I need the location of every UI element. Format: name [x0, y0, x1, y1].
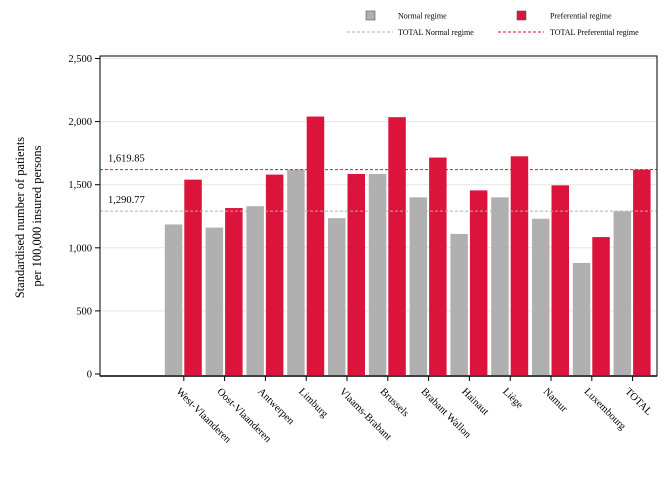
bar-normal-regime — [572, 262, 591, 375]
legend-label-preferential: Preferential regime — [550, 12, 612, 21]
bar-preferential-regime — [429, 157, 447, 375]
x-tick-label: TOTAL — [622, 386, 653, 417]
legend-swatch-normal — [365, 10, 376, 21]
legend: Normal regime Preferential regime TOTAL … — [347, 10, 639, 37]
bar-normal-regime — [532, 218, 550, 375]
x-tick-label: Antwerpen — [255, 386, 296, 427]
y-tick-label: 2,500 — [68, 54, 92, 65]
y-axis-title-line-2: per 100,000 insured persons — [30, 145, 44, 286]
bar-preferential-regime — [551, 185, 569, 375]
bar-normal-regime — [328, 218, 346, 375]
bar-preferential-regime — [633, 169, 651, 375]
x-tick-label: Limburg — [296, 386, 330, 420]
bar-preferential-regime — [306, 116, 325, 375]
bar-normal-regime — [450, 233, 468, 375]
legend-label-normal: Normal regime — [398, 12, 447, 21]
bar-preferential-regime — [184, 179, 202, 375]
bar-preferential-regime — [347, 173, 365, 375]
bar-preferential-regime — [469, 190, 488, 375]
bar-normal-regime — [409, 197, 428, 375]
y-tick-label: 2,000 — [68, 117, 92, 128]
bar-normal-regime — [368, 173, 387, 375]
bar-preferential-regime — [388, 117, 406, 376]
x-tick-label: Luxembourg — [582, 386, 629, 433]
y-tick-label: 1,500 — [68, 180, 92, 191]
bar-preferential-regime — [510, 156, 529, 375]
bar-normal-regime — [491, 197, 509, 375]
x-tick-label: Liège — [500, 386, 525, 411]
bar-preferential-regime — [265, 174, 284, 375]
legend-label-total-normal: TOTAL Normal regime — [398, 28, 474, 37]
bar-preferential-regime — [592, 237, 610, 375]
y-tick-label: 500 — [76, 306, 92, 317]
bar-normal-regime — [246, 206, 264, 375]
x-tick-label: Namur — [541, 386, 570, 415]
legend-label-total-preferential: TOTAL Preferential regime — [550, 28, 639, 37]
y-axis-title-line-1: Standardised number of patients — [13, 137, 27, 299]
bar-normal-regime — [205, 227, 224, 375]
bar-normal-regime — [287, 169, 305, 375]
bars — [164, 116, 651, 376]
y-axis: 0 500 1,000 1,500 2,000 2,500 — [68, 54, 100, 381]
x-tick-label: Brussels — [378, 386, 411, 419]
y-tick-label: 1,000 — [68, 243, 92, 254]
bar-normal-regime — [613, 211, 632, 375]
reference-line-label: 1,619.85 — [108, 154, 145, 165]
bar-normal-regime — [164, 224, 183, 375]
y-axis-title: Standardised number of patients per 100,… — [13, 134, 44, 299]
x-tick-label: Hainaut — [459, 386, 490, 417]
reference-lines: 1,290.77 1,619.85 — [100, 154, 657, 212]
y-tick-label: 0 — [87, 370, 92, 381]
legend-swatch-preferential — [516, 10, 527, 21]
reference-line-label: 1,290.77 — [108, 195, 145, 206]
bar-preferential-regime — [225, 208, 243, 375]
